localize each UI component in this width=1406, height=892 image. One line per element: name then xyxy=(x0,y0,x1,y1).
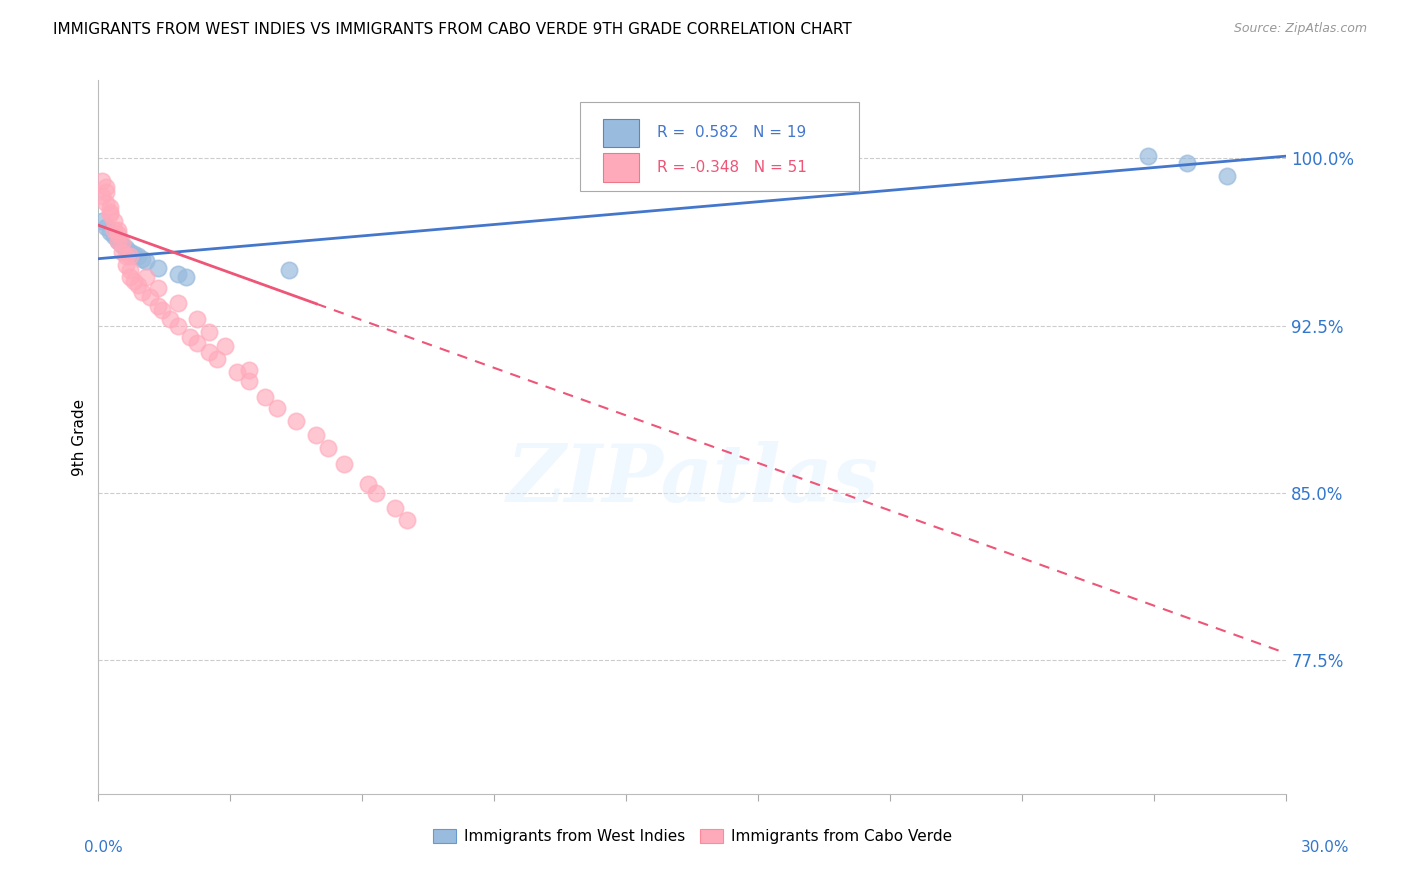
Point xyxy=(91,213,114,227)
Point xyxy=(198,325,221,339)
Point xyxy=(285,414,308,428)
Point xyxy=(120,262,142,277)
Point xyxy=(150,302,173,317)
Point xyxy=(135,269,157,284)
Y-axis label: 9th Grade: 9th Grade xyxy=(72,399,87,475)
Point xyxy=(127,278,149,293)
Point xyxy=(135,253,157,268)
Point xyxy=(115,258,138,272)
Point xyxy=(120,244,142,259)
Point xyxy=(384,501,406,516)
Point xyxy=(146,280,169,294)
Point xyxy=(98,200,121,214)
Point xyxy=(98,204,121,219)
Point xyxy=(1136,149,1159,163)
Point xyxy=(146,298,169,312)
Point xyxy=(305,427,328,442)
Text: 0.0%: 0.0% xyxy=(84,840,124,855)
Point xyxy=(266,401,288,415)
Text: 30.0%: 30.0% xyxy=(1302,840,1350,855)
Text: Source: ZipAtlas.com: Source: ZipAtlas.com xyxy=(1233,22,1367,36)
Point xyxy=(159,311,181,326)
Point xyxy=(214,338,236,352)
Point xyxy=(96,185,118,199)
Point xyxy=(186,311,208,326)
Point xyxy=(115,240,138,255)
Point xyxy=(107,234,129,248)
Point xyxy=(91,189,114,203)
Point xyxy=(139,289,162,303)
Point xyxy=(131,252,153,266)
Point xyxy=(107,227,129,241)
Point xyxy=(238,363,260,377)
Point xyxy=(238,374,260,388)
Point xyxy=(122,274,145,288)
Text: IMMIGRANTS FROM WEST INDIES VS IMMIGRANTS FROM CABO VERDE 9TH GRADE CORRELATION : IMMIGRANTS FROM WEST INDIES VS IMMIGRANT… xyxy=(53,22,852,37)
Point xyxy=(103,213,125,227)
Point xyxy=(277,262,299,277)
Point xyxy=(96,195,118,210)
Point xyxy=(364,485,387,500)
Point xyxy=(146,260,169,275)
Point xyxy=(111,244,134,259)
Point xyxy=(333,457,356,471)
Legend: Immigrants from West Indies, Immigrants from Cabo Verde: Immigrants from West Indies, Immigrants … xyxy=(427,823,957,850)
Point xyxy=(198,345,221,359)
Point xyxy=(127,249,149,263)
Point xyxy=(226,365,249,379)
Text: R =  0.582   N = 19: R = 0.582 N = 19 xyxy=(657,125,806,140)
Point xyxy=(131,285,153,299)
Point xyxy=(205,351,228,366)
Point xyxy=(253,390,276,404)
Point xyxy=(166,296,188,310)
Point xyxy=(316,441,339,455)
Point xyxy=(122,247,145,261)
Point xyxy=(111,238,134,252)
Point xyxy=(357,476,380,491)
Point xyxy=(166,267,188,281)
Point xyxy=(120,249,142,263)
FancyBboxPatch shape xyxy=(579,102,859,191)
Point xyxy=(1216,169,1239,183)
Point xyxy=(396,512,419,526)
Point xyxy=(166,318,188,333)
Point xyxy=(107,222,129,236)
Point xyxy=(98,225,121,239)
Point xyxy=(96,220,118,235)
Text: ZIPatlas: ZIPatlas xyxy=(506,442,879,518)
Text: R = -0.348   N = 51: R = -0.348 N = 51 xyxy=(657,160,807,175)
Point xyxy=(186,336,208,351)
Point xyxy=(120,269,142,284)
Point xyxy=(115,249,138,263)
Point xyxy=(103,222,125,236)
Point xyxy=(103,229,125,244)
Point xyxy=(91,173,114,187)
Point xyxy=(111,235,134,250)
Point xyxy=(96,180,118,194)
Bar xyxy=(603,119,638,147)
Point xyxy=(179,329,201,343)
Point xyxy=(107,234,129,248)
Point xyxy=(174,269,197,284)
Point xyxy=(1177,155,1199,169)
Bar xyxy=(603,153,638,182)
Point xyxy=(98,207,121,221)
